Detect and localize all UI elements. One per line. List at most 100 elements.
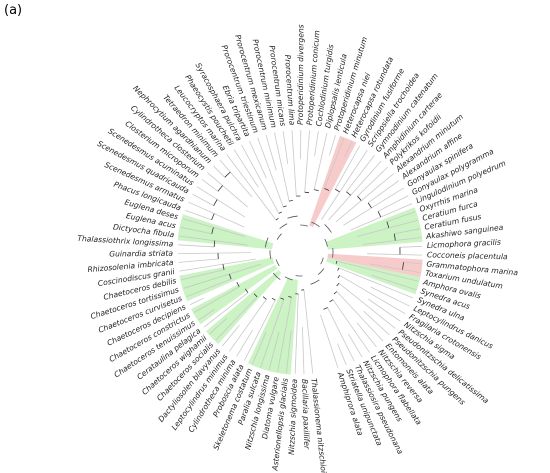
- clade: [333, 291, 338, 295]
- clade: [211, 227, 214, 234]
- branch: [294, 293, 299, 374]
- branch: [371, 274, 417, 291]
- clade: [211, 213, 215, 221]
- branch: [201, 179, 219, 192]
- clade: [213, 240, 216, 247]
- clade: [317, 268, 325, 275]
- branch: [291, 130, 297, 197]
- branch: [222, 324, 240, 347]
- branch: [339, 274, 406, 315]
- clade: [269, 250, 272, 259]
- branch: [334, 145, 361, 190]
- branch: [343, 187, 405, 226]
- panel-label: (a): [4, 3, 22, 18]
- branch: [207, 172, 248, 208]
- clade: [323, 307, 328, 310]
- clade: [262, 296, 267, 300]
- branch: [219, 159, 253, 198]
- clade: [287, 215, 298, 219]
- branch: [329, 135, 336, 156]
- branch: [367, 180, 400, 204]
- branch: [282, 131, 289, 164]
- clade: [320, 257, 324, 265]
- branch: [236, 329, 254, 357]
- clade: [324, 188, 330, 191]
- clade: [386, 221, 390, 229]
- branch: [274, 132, 290, 202]
- clade: [367, 202, 372, 209]
- clade: [236, 282, 240, 287]
- branch: [346, 155, 375, 193]
- branch: [198, 309, 215, 321]
- branch: [336, 260, 419, 282]
- branch: [189, 297, 204, 306]
- clade: [337, 267, 340, 271]
- clade: [329, 299, 334, 303]
- branch: [244, 299, 276, 361]
- branch: [335, 173, 394, 223]
- branch: [303, 289, 314, 374]
- clade: [278, 211, 282, 214]
- clade: [275, 259, 280, 267]
- tree: [178, 129, 422, 374]
- branch: [366, 253, 422, 256]
- branch: [192, 193, 214, 206]
- branch: [368, 298, 401, 322]
- branch: [356, 322, 377, 348]
- clade: [271, 297, 276, 301]
- branch: [260, 299, 285, 368]
- branch: [369, 263, 421, 274]
- branch: [185, 209, 212, 221]
- branch: [386, 211, 416, 223]
- highlight: [327, 253, 423, 278]
- branch: [188, 201, 245, 228]
- leaf-label: Guinardia striata: [109, 249, 173, 259]
- clade: [314, 189, 319, 192]
- branch: [183, 263, 261, 289]
- branch: [241, 144, 280, 214]
- branch: [332, 299, 370, 353]
- branch: [304, 130, 310, 193]
- clade: [377, 211, 382, 218]
- branch: [347, 333, 363, 358]
- branch: [228, 299, 267, 352]
- leaf-label: Thalassionema nitzschioides: [309, 378, 329, 473]
- branch: [277, 297, 292, 373]
- branch: [213, 165, 226, 178]
- clade: [279, 223, 288, 229]
- clade: [284, 276, 293, 281]
- branch: [181, 269, 225, 281]
- branch: [196, 186, 246, 218]
- branch: [251, 331, 267, 365]
- branch: [178, 258, 219, 263]
- clade: [264, 237, 269, 248]
- branch: [268, 332, 280, 371]
- branch: [193, 286, 240, 313]
- clade: [217, 185, 223, 192]
- leaf-label: Nitzschia sigmoidea: [287, 378, 299, 455]
- branch: [362, 237, 422, 245]
- branch: [233, 149, 259, 188]
- branch: [302, 326, 305, 374]
- clade: [244, 288, 249, 293]
- branch: [257, 137, 284, 208]
- clade: [272, 272, 281, 281]
- branch: [350, 203, 413, 231]
- branch: [338, 282, 396, 329]
- branch: [399, 245, 422, 248]
- clade: [224, 171, 231, 178]
- branch: [209, 318, 227, 335]
- leaf-label: Licmophora gracilis: [427, 238, 501, 250]
- branch: [180, 226, 212, 235]
- branch: [285, 330, 292, 374]
- branch: [344, 141, 353, 158]
- clade: [357, 196, 362, 201]
- branch: [178, 244, 215, 248]
- branch: [356, 219, 418, 238]
- branch: [203, 292, 249, 328]
- branch: [320, 314, 339, 369]
- branch: [265, 134, 277, 171]
- clade: [335, 261, 338, 264]
- highlights: [177, 135, 423, 375]
